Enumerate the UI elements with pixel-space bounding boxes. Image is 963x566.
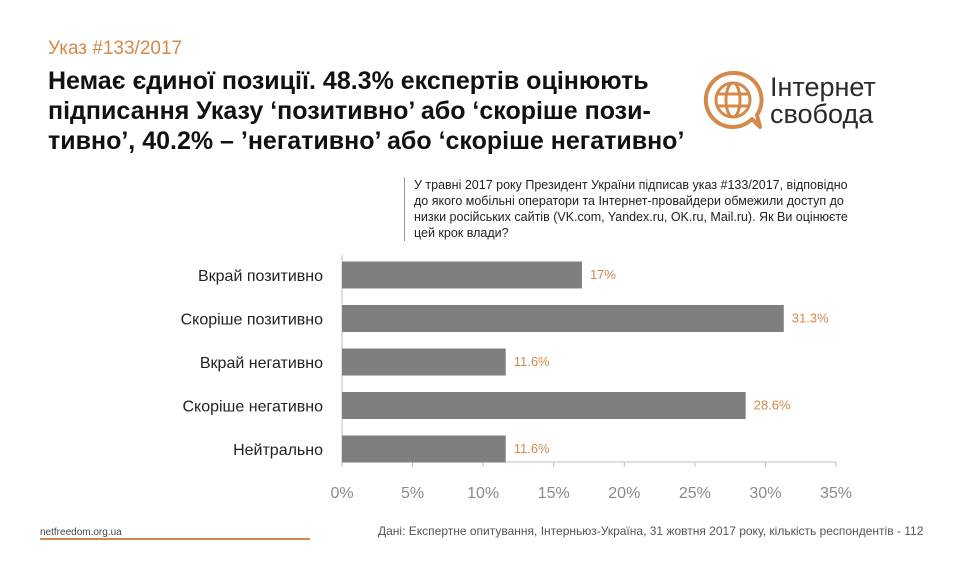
logo-text: Інтернет свобода [770,74,876,128]
bar [342,348,506,376]
logo-line-2: свобода [770,99,874,129]
data-label: 11.6% [514,354,550,369]
footer-divider [40,538,310,540]
footer-site: netfreedom.org.ua [40,527,122,538]
bar [342,305,784,332]
category-label: Нейтрально [233,442,323,459]
category-label: Скоріше негативно [182,399,323,416]
footer-source: Дані: Експертне опитування, Інтерньюз-Ук… [378,524,924,538]
data-label: 28.6% [754,398,791,413]
x-tick-label: 5% [401,485,424,502]
x-tick-label: 0% [330,485,353,502]
x-tick-label: 25% [679,485,711,502]
x-tick-label: 35% [820,485,852,502]
data-label: 11.6% [514,441,550,456]
report-subtitle: Указ #133/2017 [48,38,183,59]
page-title: Немає єдиної позиції. 48.3% експертів оц… [48,67,685,155]
globe-speech-bubble-icon [703,70,764,129]
logo-line-1: Інтернет [770,72,876,102]
category-label: Вкрай негативно [200,355,323,372]
category-label: Вкрай позитивно [198,268,323,285]
x-tick-label: 15% [538,485,570,502]
logo: Інтернет свобода [700,68,920,134]
bar [342,435,506,463]
data-label: 31.3% [792,311,829,326]
survey-question: У травні 2017 року Президент України під… [404,177,934,241]
category-label: Скоріше позитивно [181,312,324,329]
x-tick-label: 30% [749,485,781,502]
x-tick-label: 10% [467,485,499,502]
bar [342,261,582,289]
data-label: 17% [590,267,616,282]
x-tick-label: 20% [608,485,640,502]
bar [342,392,746,419]
